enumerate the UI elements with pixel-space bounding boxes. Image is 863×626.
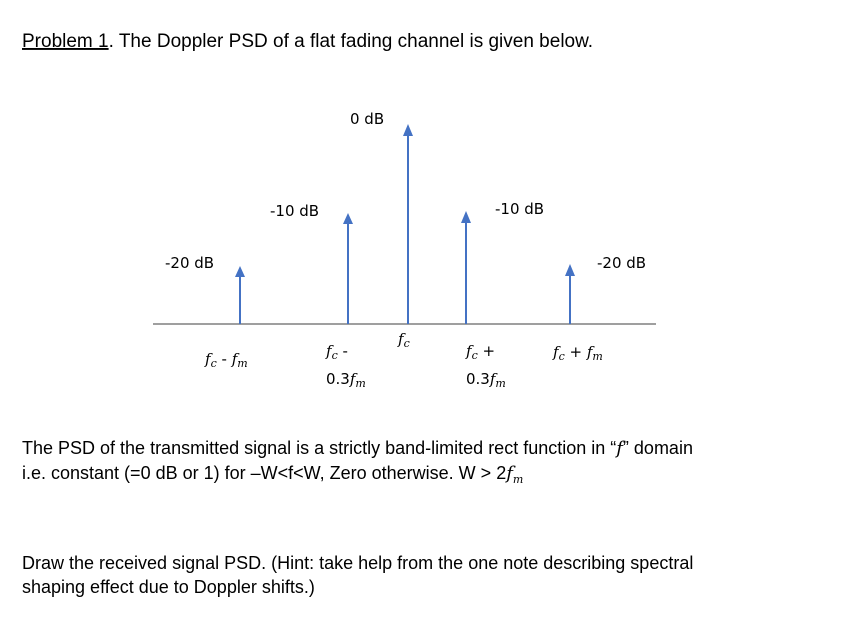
text-part: m bbox=[237, 357, 247, 370]
text-part: c bbox=[404, 337, 410, 350]
text-part: f bbox=[325, 342, 334, 360]
text-part: 0.3 bbox=[326, 370, 350, 388]
heading: Problem 1. The Doppler PSD of a flat fad… bbox=[22, 31, 593, 52]
text-part: c bbox=[559, 350, 565, 363]
text-part: f bbox=[397, 330, 406, 348]
freq-label: fc bbox=[397, 330, 410, 350]
description-line: The PSD of the transmitted signal is a s… bbox=[22, 438, 693, 459]
freq-label: fc + fm bbox=[552, 343, 603, 363]
text-part: f bbox=[465, 342, 474, 360]
psd-diagram: -20 dB -10 dB 0 dB -10 dB -20 dB fc - fm… bbox=[153, 110, 656, 390]
level-label: 0 dB bbox=[350, 110, 384, 128]
text-part: f bbox=[586, 343, 595, 361]
level-label: -20 dB bbox=[165, 254, 214, 272]
task-line: Draw the received signal PSD. (Hint: tak… bbox=[22, 553, 693, 573]
arrow-head bbox=[403, 124, 413, 136]
freq-label: fc - bbox=[325, 342, 348, 362]
text-part: f bbox=[552, 343, 561, 361]
text-part: ” domain bbox=[623, 438, 693, 458]
arrow-head bbox=[235, 266, 245, 277]
text-part: - bbox=[338, 342, 348, 360]
freq-label: 0.3fm bbox=[466, 370, 506, 390]
level-label: -10 dB bbox=[270, 202, 319, 220]
text-part: f bbox=[489, 370, 498, 388]
text-part: + bbox=[565, 343, 587, 361]
text-part: i.e. constant (=0 dB or 1) for –W<f<W, Z… bbox=[22, 463, 506, 483]
freq-label: fc - fm bbox=[204, 350, 248, 370]
text-part: m bbox=[592, 350, 602, 363]
heading-label: Problem 1 bbox=[22, 31, 109, 52]
text-part: - bbox=[217, 350, 232, 368]
level-label: -20 dB bbox=[597, 254, 646, 272]
text-part: c bbox=[332, 349, 338, 362]
text-part: + bbox=[478, 342, 495, 360]
text-part: m bbox=[355, 377, 365, 390]
text-part: m bbox=[495, 377, 505, 390]
arrow-head bbox=[565, 264, 575, 276]
task-line: shaping effect due to Doppler shifts.) bbox=[22, 577, 315, 597]
description-line: i.e. constant (=0 dB or 1) for –W<f<W, Z… bbox=[22, 463, 523, 486]
text-part: The PSD of the transmitted signal is a s… bbox=[22, 438, 616, 458]
text-part: c bbox=[472, 349, 478, 362]
arrow-head bbox=[461, 211, 471, 223]
heading-text: . The Doppler PSD of a flat fading chann… bbox=[109, 31, 593, 52]
text-part: c bbox=[211, 357, 217, 370]
text-part: f bbox=[349, 370, 358, 388]
text-part: m bbox=[513, 473, 523, 486]
freq-label: 0.3fm bbox=[326, 370, 366, 390]
text-part: 0.3 bbox=[466, 370, 490, 388]
text-part: f bbox=[204, 350, 213, 368]
text-part: f bbox=[231, 350, 240, 368]
level-label: -10 dB bbox=[495, 200, 544, 218]
freq-label: fc + bbox=[465, 342, 495, 362]
arrow-head bbox=[343, 213, 353, 224]
